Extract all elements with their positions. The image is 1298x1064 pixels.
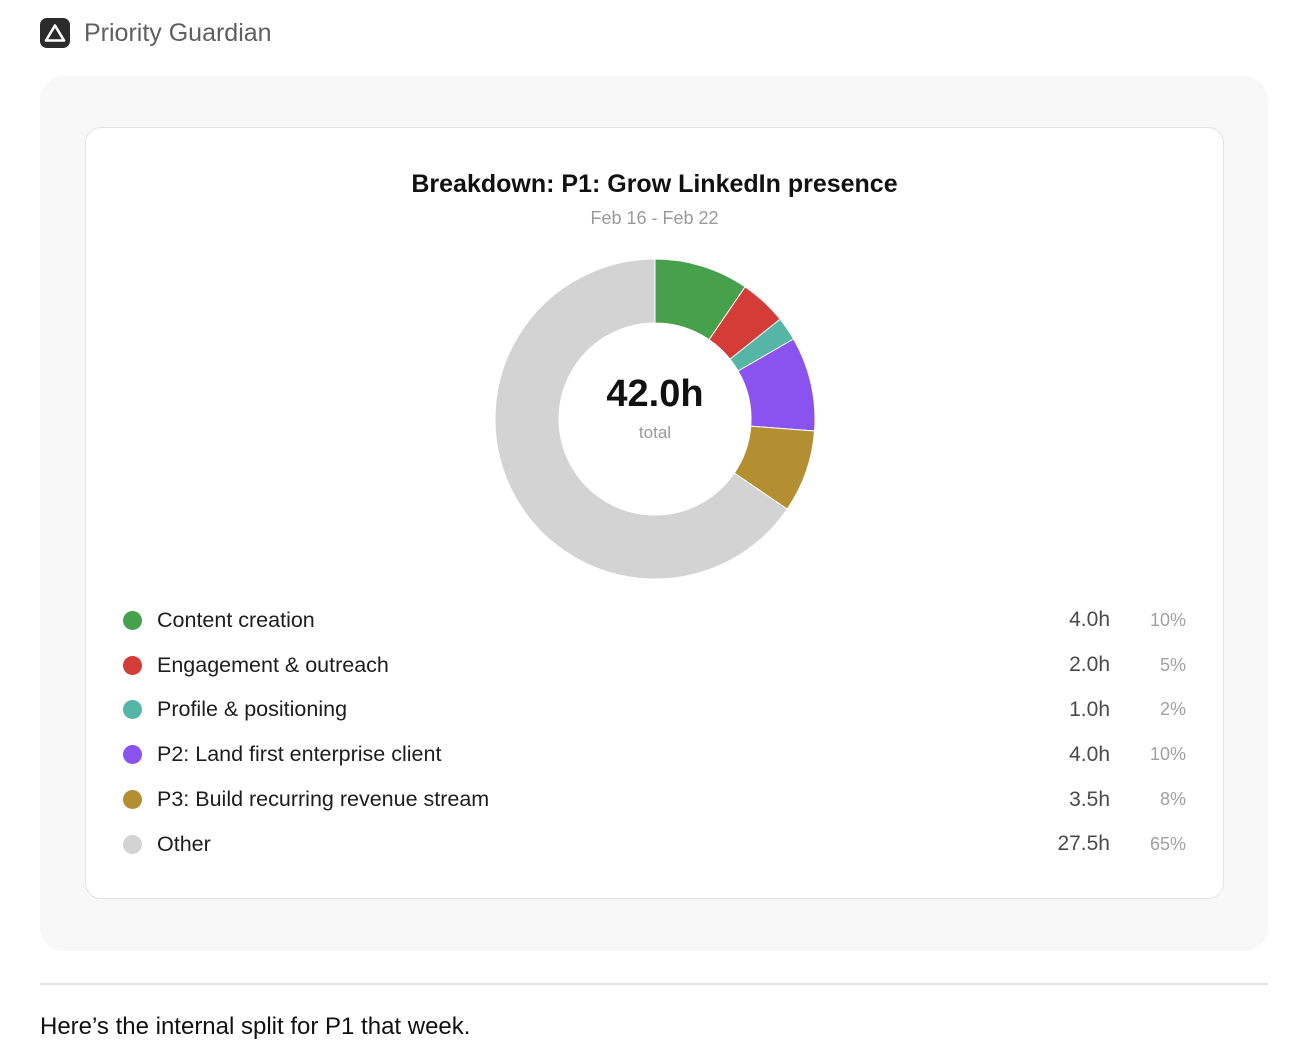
legend-swatch bbox=[123, 610, 142, 630]
donut-center-label: total bbox=[639, 423, 671, 442]
legend-percent: 10% bbox=[1149, 744, 1186, 765]
chart-card: Breakdown: P1: Grow LinkedIn presence Fe… bbox=[85, 127, 1224, 899]
legend-label: Engagement & outreach bbox=[157, 652, 389, 677]
legend-percent: 65% bbox=[1149, 833, 1186, 854]
legend-item: Engagement & outreach 2.0h 5% bbox=[123, 643, 1186, 688]
chart-date-range: Feb 16 - Feb 22 bbox=[590, 208, 719, 228]
legend-label: Other bbox=[157, 831, 211, 856]
legend-percent: 2% bbox=[1159, 699, 1186, 720]
app-header: Priority Guardian bbox=[40, 16, 272, 50]
chart-legend: Content creation 4.0h 10% Engagement & o… bbox=[123, 598, 1186, 867]
legend-swatch bbox=[123, 700, 142, 720]
legend-hours: 4.0h bbox=[1069, 742, 1110, 766]
legend-label: Profile & positioning bbox=[157, 697, 348, 722]
legend-item: Content creation 4.0h 10% bbox=[123, 598, 1186, 643]
chart-panel: Breakdown: P1: Grow LinkedIn presence Fe… bbox=[40, 76, 1268, 951]
legend-hours: 1.0h bbox=[1069, 697, 1110, 721]
legend-label: P2: Land first enterprise client bbox=[157, 742, 442, 767]
legend-swatch bbox=[123, 790, 142, 810]
legend-label: P3: Build recurring revenue stream bbox=[157, 787, 490, 812]
legend-item: Profile & positioning 1.0h 2% bbox=[123, 688, 1186, 733]
legend-percent: 5% bbox=[1159, 654, 1186, 675]
legend-swatch bbox=[123, 745, 142, 765]
assistant-message: Here’s the internal split for P1 that we… bbox=[40, 1013, 471, 1040]
legend-swatch bbox=[123, 655, 142, 675]
chart-title: Breakdown: P1: Grow LinkedIn presence bbox=[411, 170, 898, 198]
legend-percent: 8% bbox=[1159, 789, 1186, 810]
legend-percent: 10% bbox=[1149, 609, 1186, 630]
legend-hours: 3.5h bbox=[1069, 787, 1110, 811]
legend-hours: 2.0h bbox=[1069, 653, 1110, 677]
legend-swatch bbox=[123, 834, 142, 854]
legend-label: Content creation bbox=[157, 607, 315, 632]
legend-item: P2: Land first enterprise client 4.0h 10… bbox=[123, 732, 1186, 777]
donut-chart: 42.0h total bbox=[495, 259, 815, 579]
donut-slices bbox=[495, 259, 815, 579]
donut-slice-other bbox=[495, 259, 788, 579]
triangle-logo-icon bbox=[40, 18, 70, 48]
legend-hours: 4.0h bbox=[1069, 608, 1110, 632]
app-title: Priority Guardian bbox=[84, 18, 272, 47]
legend-item: Other 27.5h 65% bbox=[123, 822, 1186, 867]
legend-hours: 27.5h bbox=[1057, 832, 1110, 856]
donut-center-value: 42.0h bbox=[606, 373, 703, 415]
divider bbox=[40, 983, 1268, 985]
legend-item: P3: Build recurring revenue stream 3.5h … bbox=[123, 777, 1186, 822]
